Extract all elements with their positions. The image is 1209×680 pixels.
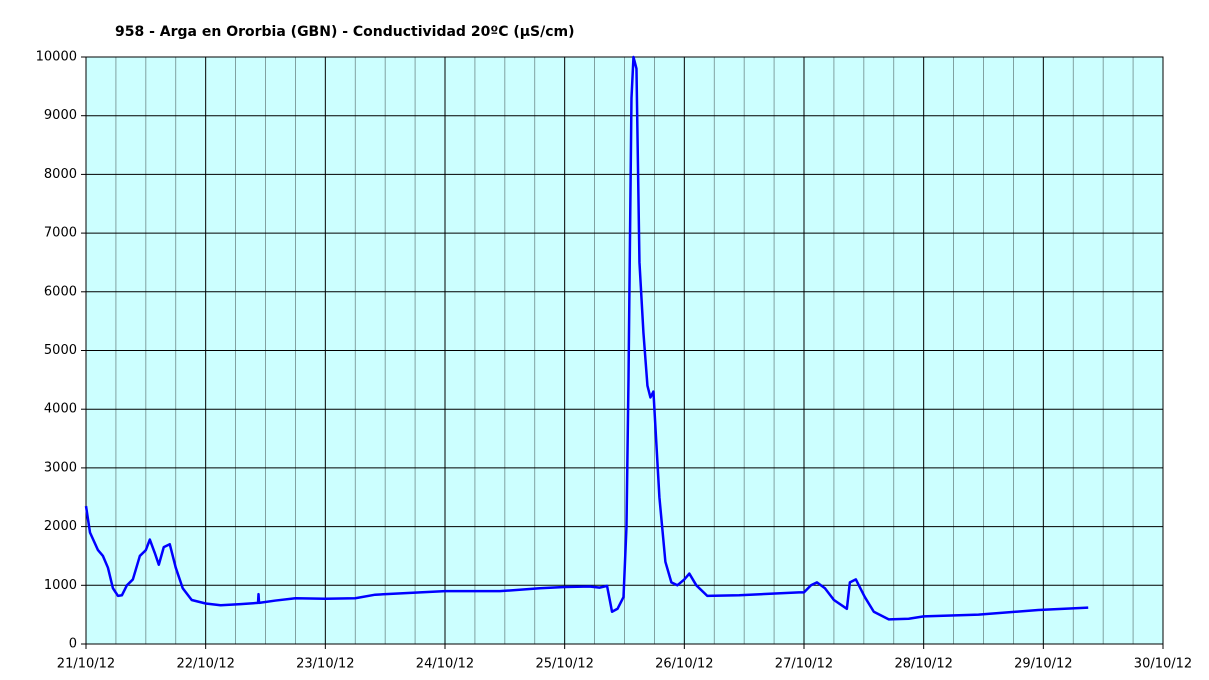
- y-tick-label: 10000: [36, 50, 77, 65]
- plot-border: [85, 56, 1164, 645]
- y-tick-label: 1000: [44, 578, 77, 593]
- data-line: [84, 55, 1089, 621]
- x-tick-label: 21/10/12: [57, 657, 115, 672]
- x-tick-label: 26/10/12: [655, 657, 713, 672]
- x-tick-label: 25/10/12: [535, 657, 593, 672]
- x-tick-label: 29/10/12: [1014, 657, 1072, 672]
- y-tick-label: 0: [69, 637, 77, 652]
- y-tick-label: 9000: [44, 108, 77, 123]
- y-tick-label: 2000: [44, 519, 77, 534]
- x-tick-label: 22/10/12: [176, 657, 234, 672]
- x-tick-label: 30/10/12: [1134, 657, 1192, 672]
- y-tick-label: 3000: [44, 460, 77, 475]
- x-tick-label: 27/10/12: [775, 657, 833, 672]
- y-tick-label: 4000: [44, 402, 77, 417]
- chart-title: 958 - Arga en Ororbia (GBN) - Conductivi…: [115, 24, 575, 40]
- x-tick-label: 23/10/12: [296, 657, 354, 672]
- y-tick-label: 5000: [44, 343, 77, 358]
- y-tick-label: 8000: [44, 167, 77, 182]
- x-tick-label: 28/10/12: [894, 657, 952, 672]
- y-tick-label: 7000: [44, 226, 77, 241]
- x-tick-label: 24/10/12: [416, 657, 474, 672]
- y-tick-label: 6000: [44, 284, 77, 299]
